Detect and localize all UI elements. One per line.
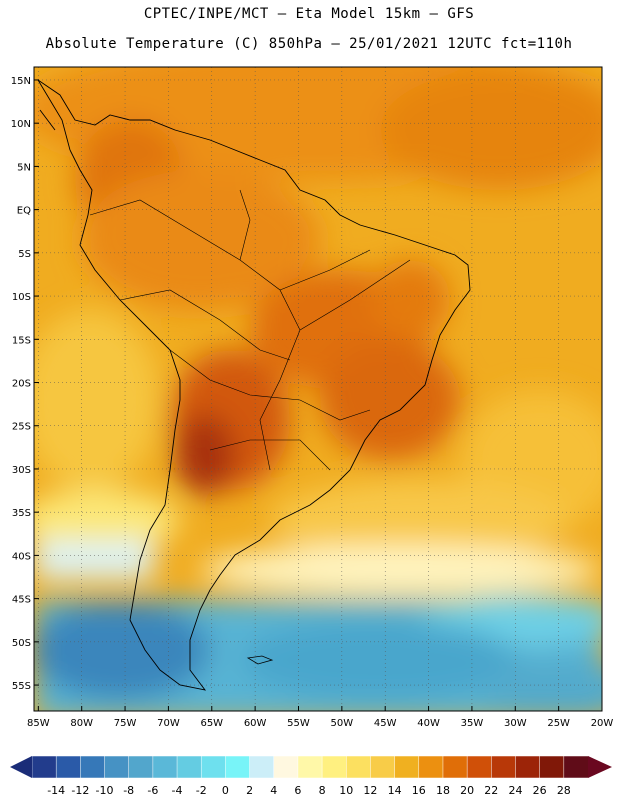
colorbar-label: -8 <box>123 784 134 797</box>
chart-title-line1: CPTEC/INPE/MCT – Eta Model 15km – GFS <box>143 6 475 22</box>
colorbar-swatch <box>128 755 154 779</box>
colorbar-min-arrow <box>10 756 32 778</box>
temperature-field <box>34 67 602 711</box>
colorbar-max-arrow <box>588 756 612 778</box>
colorbar-label: -10 <box>96 784 114 797</box>
colorbar-swatch <box>31 755 57 779</box>
colorbar-label: -2 <box>196 784 207 797</box>
lon-label: 60W <box>244 718 267 729</box>
colorbar-label: 28 <box>557 784 571 797</box>
lat-label: EQ <box>17 206 31 217</box>
colorbar-swatch <box>563 755 589 779</box>
graticule <box>34 67 603 711</box>
colorbar-label: 12 <box>363 784 377 797</box>
longitude-labels: 85W 80W 75W 70W 65W 60W 55W 50W 45W 40W 35W 30W 25W 2… <box>27 706 613 729</box>
south-america-coastline <box>37 79 471 691</box>
chart-title-line2: Absolute Temperature (C) 850hPa – 25/01/… <box>45 36 573 52</box>
lon-label: 55W <box>287 718 310 729</box>
colorbar-label: 10 <box>339 784 353 797</box>
colorbar-swatch <box>370 755 396 779</box>
lon-label: 65W <box>200 718 223 729</box>
colorbar-swatch <box>104 755 130 779</box>
lon-label: 30W <box>504 718 527 729</box>
colorbar-swatch <box>273 755 299 779</box>
colorbar-swatch <box>539 755 565 779</box>
colorbar-swatch <box>152 755 178 779</box>
lat-label: 25S <box>12 422 31 433</box>
lon-label: 75W <box>114 718 137 729</box>
colorbar-swatch <box>418 755 444 779</box>
colorbar-label: 22 <box>484 784 498 797</box>
colorbar-label: 2 <box>246 784 253 797</box>
colorbar-label: 4 <box>270 784 277 797</box>
colorbar-label: 26 <box>533 784 547 797</box>
colorbar-label: -14 <box>47 784 65 797</box>
colorbar-label: -4 <box>172 784 183 797</box>
lat-label: 30S <box>12 465 31 476</box>
colorbar-swatch <box>225 755 251 779</box>
lat-label: 5N <box>17 162 31 173</box>
colorbar-label: 24 <box>508 784 522 797</box>
lat-label: 40S <box>12 551 31 562</box>
colorbar-swatch <box>442 755 468 779</box>
colorbar-swatch <box>491 755 517 779</box>
lat-label: 20S <box>12 379 31 390</box>
lat-label: 15S <box>12 335 31 346</box>
colorbar-label: 20 <box>460 784 474 797</box>
lon-label: 40W <box>417 718 440 729</box>
colorbar-swatch <box>466 755 493 779</box>
lat-label: 10S <box>12 292 31 303</box>
lon-label: 50W <box>331 718 354 729</box>
lon-label: 35W <box>461 718 484 729</box>
map-frame <box>33 66 603 712</box>
country-borders <box>89 189 411 471</box>
colorbar-label: 18 <box>436 784 450 797</box>
lon-label: 20W <box>591 718 614 729</box>
colorbar-label: 14 <box>388 784 402 797</box>
lat-label: 35S <box>12 508 31 519</box>
colorbar-swatch <box>249 755 275 779</box>
colorbar-label: -12 <box>71 784 89 797</box>
lat-label: 15N <box>11 76 31 87</box>
lat-label: 10N <box>11 119 31 130</box>
colorbar-swatch <box>515 755 541 779</box>
colorbar-label: 16 <box>412 784 426 797</box>
central-america-coastline <box>37 79 71 151</box>
colorbar-swatch <box>80 755 106 779</box>
lon-label: 45W <box>374 718 397 729</box>
colorbar-swatch <box>321 755 348 779</box>
colorbar-swatch <box>394 755 420 779</box>
falkland-islands <box>246 655 274 665</box>
colorbar-label: 0 <box>222 784 229 797</box>
colorbar-swatch <box>176 755 202 779</box>
lon-label: 80W <box>70 718 93 729</box>
colorbar-swatch <box>297 755 323 779</box>
lon-label: 25W <box>547 718 570 729</box>
lat-label: 50S <box>12 638 31 649</box>
lon-label: 85W <box>27 718 50 729</box>
colorbar-swatch <box>200 755 227 779</box>
colorbar-label: 8 <box>319 784 326 797</box>
lat-label: 5S <box>18 249 31 260</box>
colorbar: -14 -12 -10 -8 -6 -4 -2 0 2 4 6 8 10 12 14 16 18 20 22 24 26… <box>10 755 612 797</box>
latitude-labels: 15N 10N 5N EQ 5S 10S 15S 20S 25S 30S 35S 40S 45S 50S 5… <box>11 76 39 692</box>
lat-label: 55S <box>12 681 31 692</box>
colorbar-label: -6 <box>147 784 158 797</box>
colorbar-label: 6 <box>294 784 301 797</box>
lat-label: 45S <box>12 595 31 606</box>
colorbar-swatch <box>55 755 82 779</box>
lon-label: 70W <box>157 718 180 729</box>
colorbar-swatch <box>346 755 372 779</box>
